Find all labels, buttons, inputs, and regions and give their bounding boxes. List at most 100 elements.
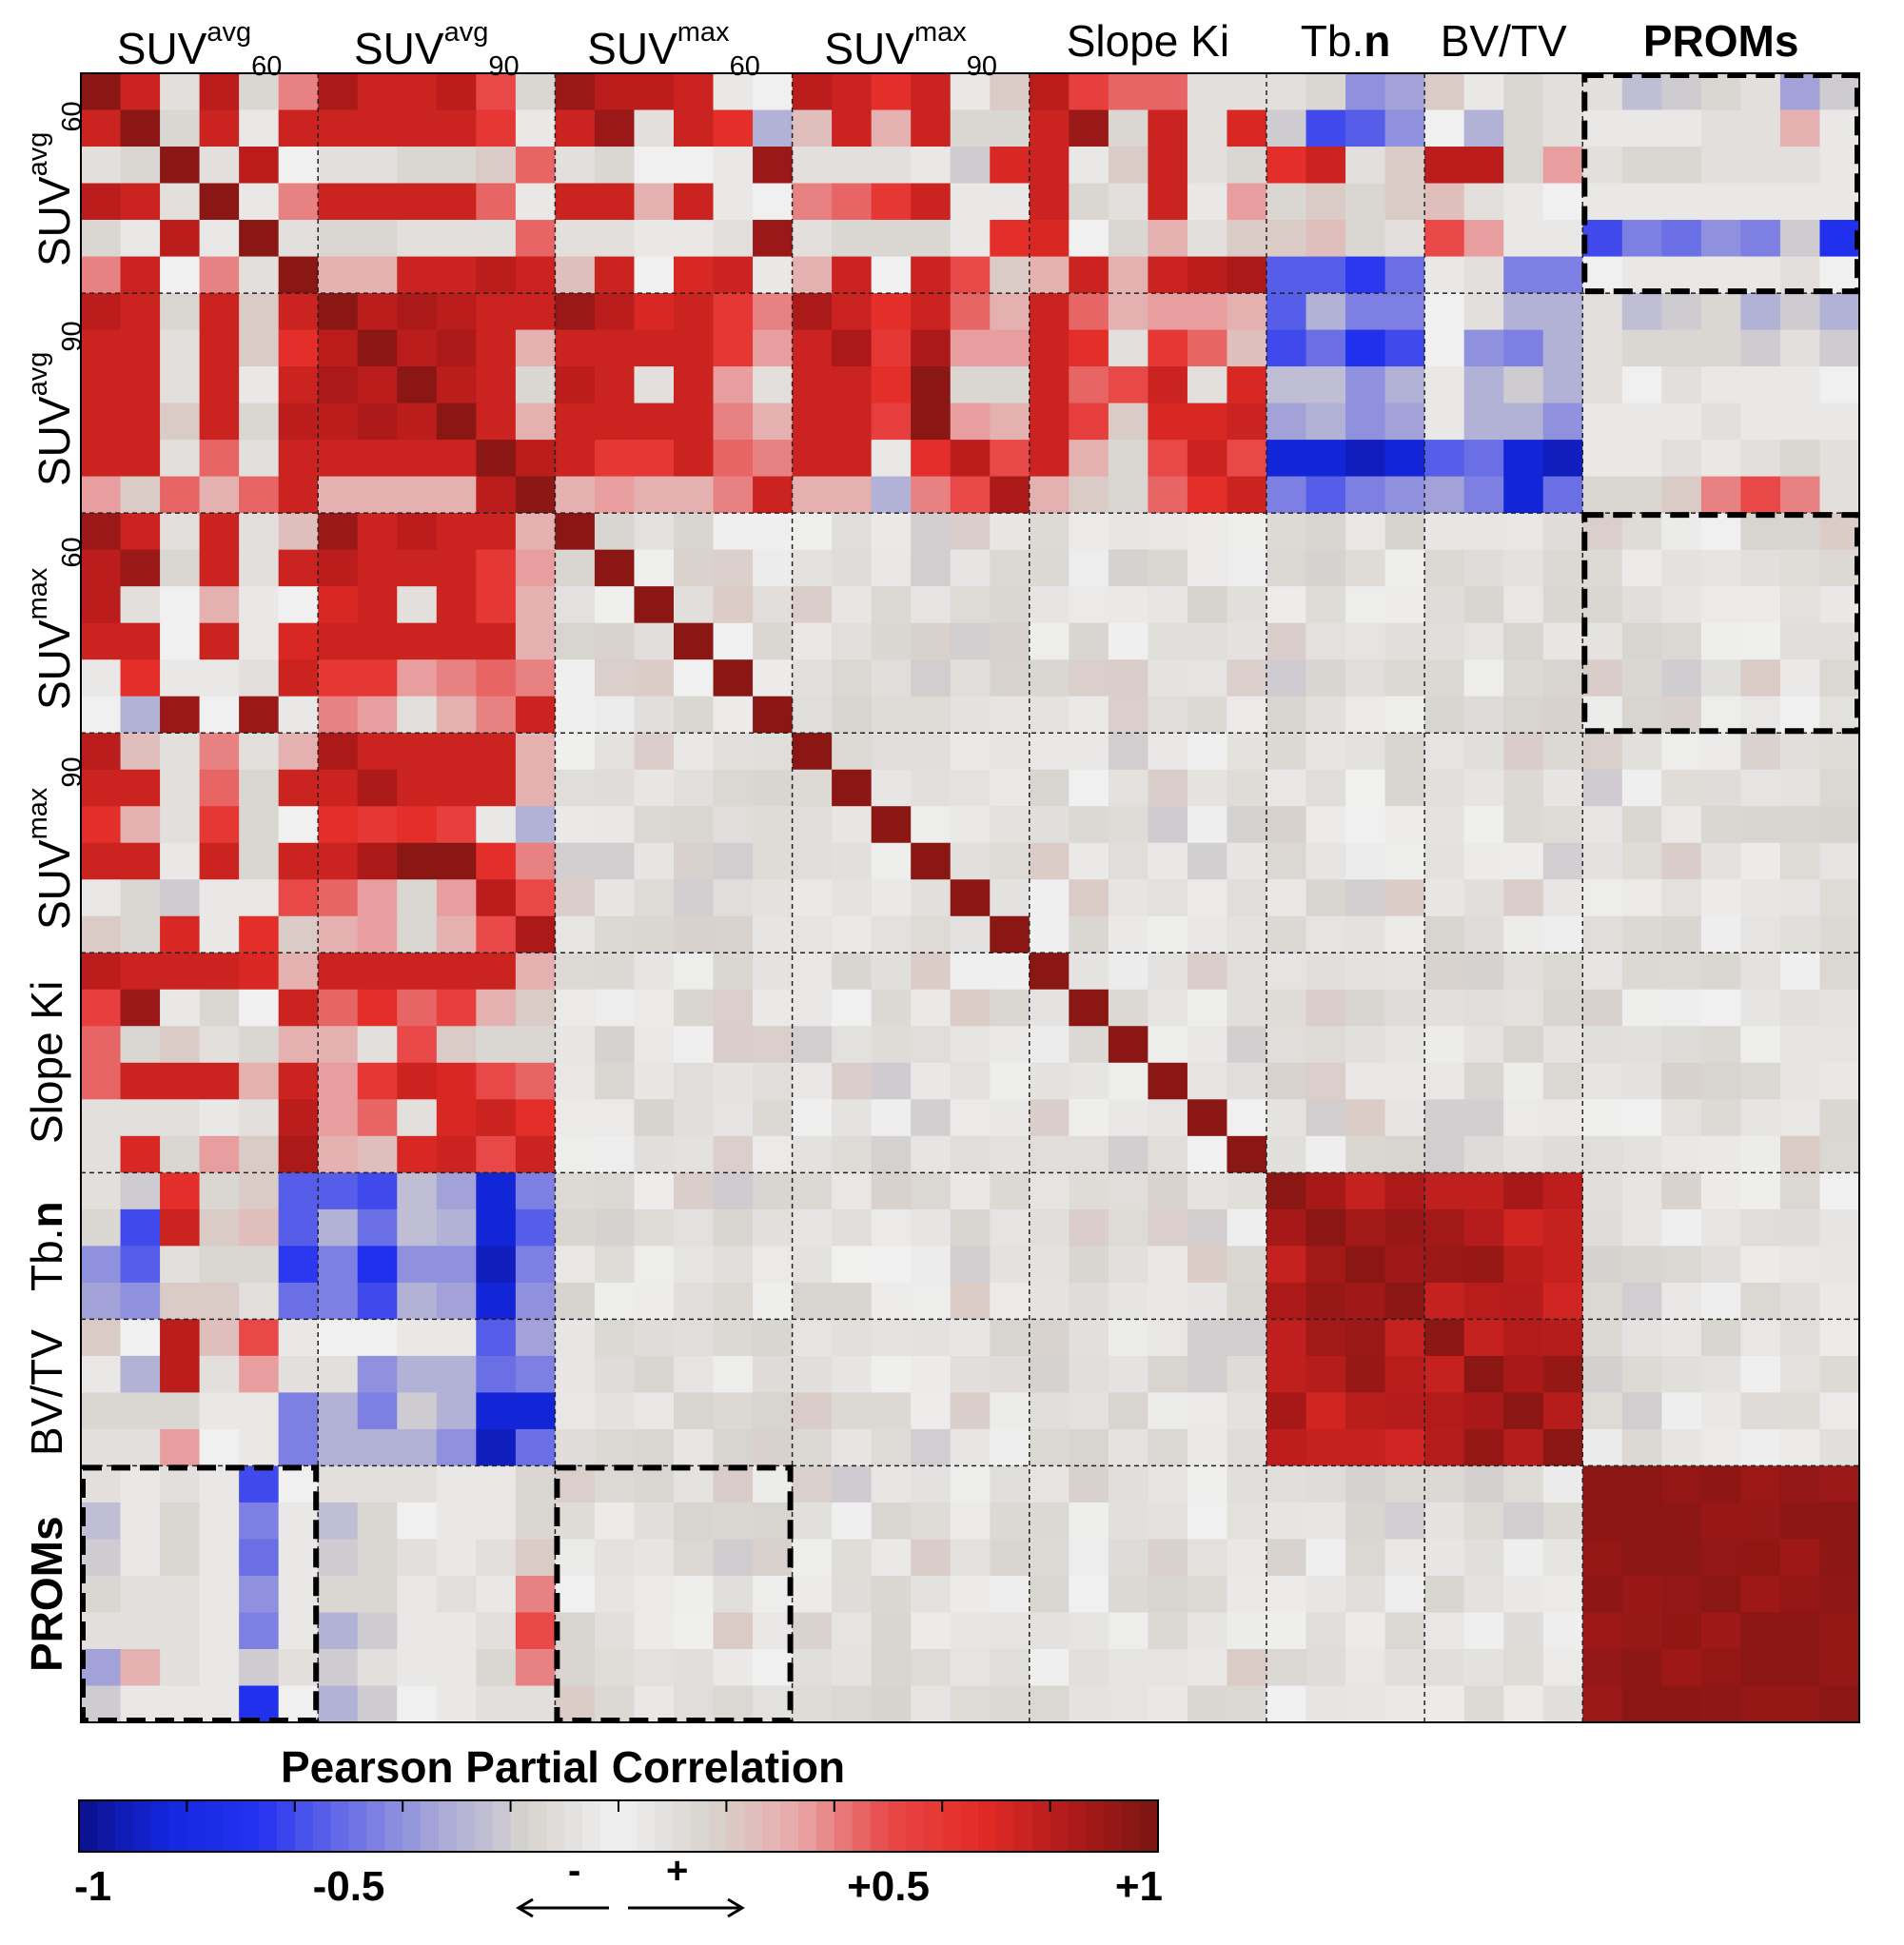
heatmap-cell [555, 622, 596, 660]
heatmap-cell [397, 769, 438, 807]
heatmap-cell [871, 1685, 912, 1723]
heatmap-cell [318, 220, 359, 258]
heatmap-cell [1463, 1355, 1504, 1393]
heatmap-cell [1187, 1135, 1228, 1173]
heatmap-cell [1069, 513, 1109, 551]
heatmap-cell [950, 953, 991, 991]
heatmap-cell [160, 622, 201, 660]
heatmap-cell [792, 476, 833, 514]
heatmap-cell [1740, 806, 1781, 844]
heatmap-cell [674, 403, 715, 441]
heatmap-cell [1108, 1428, 1148, 1467]
heatmap-cell [1819, 1099, 1860, 1137]
heatmap-cell [753, 1246, 794, 1284]
heatmap-cell [1266, 256, 1307, 294]
heatmap-cell [318, 1575, 359, 1614]
heatmap-cell [1542, 220, 1583, 258]
heatmap-cell [674, 549, 715, 587]
colorbar-segment [205, 1800, 224, 1852]
heatmap-cell [436, 183, 477, 221]
heatmap-cell [515, 1685, 556, 1723]
heatmap-cell [594, 220, 636, 258]
heatmap-cell [120, 513, 161, 551]
heatmap-cell [239, 586, 280, 624]
heatmap-cell [1384, 1026, 1425, 1064]
heatmap-cell [1305, 1648, 1346, 1687]
heatmap-cell [1266, 622, 1307, 660]
heatmap-cell [1345, 696, 1386, 734]
heatmap-cell [1582, 696, 1623, 734]
heatmap-cell [318, 733, 359, 771]
heatmap-cell [81, 806, 122, 844]
heatmap-cell [1069, 696, 1109, 734]
heatmap-cell [1227, 1575, 1267, 1614]
heatmap-cell [1463, 1319, 1504, 1357]
heatmap-cell [1582, 1575, 1623, 1614]
heatmap-cell [515, 513, 556, 551]
heatmap-cell [1700, 1612, 1741, 1650]
heatmap-cell [1661, 1208, 1702, 1247]
heatmap-cell [634, 329, 675, 367]
heatmap-cell [753, 586, 794, 624]
heatmap-cell [1187, 1282, 1228, 1320]
heatmap-cell [199, 733, 240, 771]
heatmap-cell [1148, 842, 1188, 880]
heatmap-cell [753, 769, 794, 807]
heatmap-cell [397, 109, 438, 147]
heatmap-cell [792, 842, 833, 880]
heatmap-cell [1542, 1062, 1583, 1100]
heatmap-cell [1266, 440, 1307, 478]
heatmap-cell [476, 989, 517, 1027]
heatmap-cell [239, 147, 280, 185]
heatmap-cell [120, 440, 161, 478]
heatmap-cell [1740, 1539, 1781, 1577]
heatmap-cell [1582, 1685, 1623, 1723]
heatmap-cell [1227, 1026, 1267, 1064]
heatmap-cell [81, 366, 122, 404]
heatmap-cell [1740, 1135, 1781, 1173]
heatmap-cell [1582, 622, 1623, 660]
heatmap-cell [713, 989, 754, 1027]
heatmap-cell [753, 1135, 794, 1173]
heatmap-cell [1266, 1502, 1307, 1541]
heatmap-cell [990, 1099, 1031, 1137]
heatmap-cell [1463, 403, 1504, 441]
heatmap-cell [1779, 1062, 1821, 1100]
heatmap-cell [120, 293, 161, 331]
heatmap-cell [515, 329, 556, 367]
heatmap-cell [1661, 109, 1702, 147]
heatmap-cell [1819, 147, 1860, 185]
heatmap-cell [318, 769, 359, 807]
heatmap-cell [239, 109, 280, 147]
heatmap-cell [278, 1135, 319, 1173]
heatmap-cell [1187, 842, 1228, 880]
heatmap-cell [1227, 769, 1267, 807]
heatmap-cell [1345, 1172, 1386, 1210]
heatmap-cell [1740, 403, 1781, 441]
heatmap-cell [832, 1135, 873, 1173]
heatmap-cell [81, 1428, 122, 1467]
heatmap-cell [1700, 1648, 1741, 1687]
heatmap-cell [1621, 1172, 1662, 1210]
heatmap-cell [871, 1208, 912, 1247]
heatmap-cell [1463, 73, 1504, 111]
heatmap-cell [1424, 1612, 1465, 1650]
heatmap-cell [160, 1502, 201, 1541]
heatmap-cell [555, 842, 596, 880]
heatmap-cell [476, 1355, 517, 1393]
heatmap-cell [436, 440, 477, 478]
heatmap-cell [1227, 1465, 1267, 1503]
heatmap-cell [120, 1026, 161, 1064]
heatmap-cell [318, 440, 359, 478]
heatmap-cell [871, 220, 912, 258]
heatmap-cell [911, 366, 952, 404]
heatmap-cell [594, 1392, 636, 1430]
colorbar-segment [1140, 1800, 1159, 1852]
positive-sign-label: + [666, 1850, 689, 1892]
heatmap-cell [1069, 109, 1109, 147]
heatmap-cell [1503, 1208, 1544, 1247]
heatmap-cell [1542, 1428, 1583, 1467]
heatmap-cell [1345, 1539, 1386, 1577]
heatmap-cell [555, 1099, 596, 1137]
heatmap-cell [81, 586, 122, 624]
